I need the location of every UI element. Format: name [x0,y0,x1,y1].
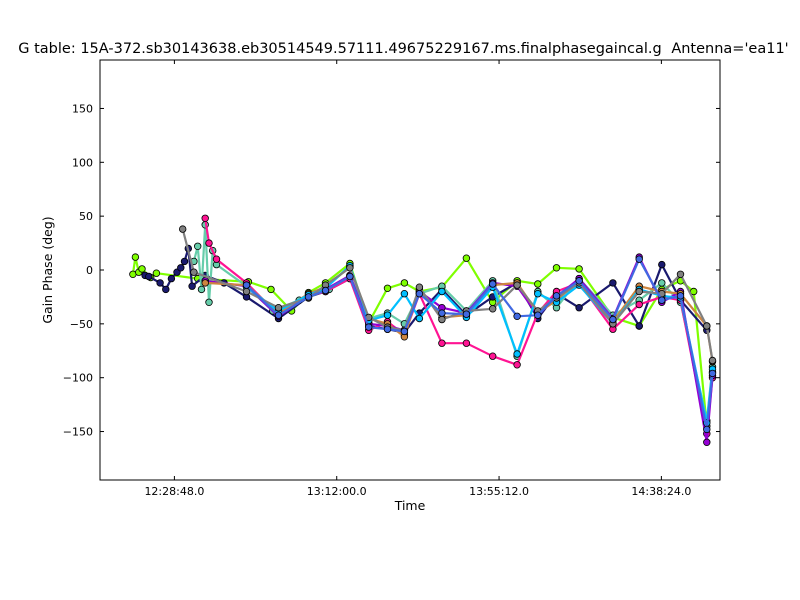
y-tick-label: 150 [72,102,93,115]
data-point [513,312,521,320]
x-axis-label: Time [394,498,426,513]
data-point [131,253,140,261]
data-point [658,279,666,287]
data-point [658,296,666,304]
data-point [635,322,643,330]
data-point [513,350,521,358]
axes: −150 −100 −50 0 50 100 150 12:28:48.0 13:12:00.0… [63,60,720,498]
data-point [676,270,685,278]
data-point [365,323,373,331]
data-point [534,311,542,319]
data-point [534,280,542,288]
data-point [152,269,161,277]
data-point [438,339,446,347]
y-tick-label: 0 [86,264,93,277]
data-point [438,287,446,296]
data-point [552,264,561,272]
series-8 [242,255,717,434]
plot-data [129,214,717,446]
data-point [346,272,354,281]
data-point [383,325,392,333]
data-point [575,304,583,312]
data-point [383,311,392,319]
data-point [575,265,583,273]
x-tick-label: 12:28:48.0 [144,485,204,498]
data-point [242,287,251,296]
series-line [245,258,714,431]
data-point [489,280,497,288]
data-point [489,352,497,360]
data-point [703,425,711,434]
y-axis-label: Gain Phase (deg) [40,216,55,323]
data-point [676,292,685,300]
data-point [274,311,283,319]
data-point [193,242,202,250]
data-point [438,315,446,324]
y-tick-label: 100 [72,156,93,169]
data-point [188,282,196,290]
data-point [635,255,643,263]
data-point [400,327,409,336]
data-point [267,285,275,294]
data-point [658,260,666,269]
data-point [346,264,354,272]
data-point [415,283,424,291]
data-point [703,322,711,330]
data-point [162,285,170,294]
data-point [609,315,617,324]
data-point [462,339,471,347]
data-point [415,290,424,298]
y-tick-label: −50 [70,318,93,331]
x-tick-label: 14:38:24.0 [631,485,691,498]
data-point [534,290,542,298]
data-point [177,264,185,272]
data-point [400,279,409,287]
data-point [513,361,521,369]
data-point [167,274,176,283]
data-point [212,255,221,263]
y-tick-label: 50 [79,210,93,223]
data-point [156,279,164,287]
data-point [180,257,189,266]
data-point [708,369,717,378]
y-tick-label: −100 [63,372,93,385]
data-point [178,225,187,233]
data-point [489,305,497,313]
data-point [708,356,717,365]
data-point [138,265,146,273]
data-point [304,293,313,301]
data-point [242,281,251,289]
data-point [462,310,471,318]
data-point [205,298,213,306]
x-tick-label: 13:12:00.0 [307,485,367,498]
data-point [205,239,213,247]
x-tick-label: 13:55:12.0 [469,485,529,498]
data-point [552,292,561,300]
data-point [383,284,392,292]
data-point [438,309,446,317]
data-point [201,279,209,287]
data-point [190,268,198,276]
data-point [462,254,471,262]
data-point [575,277,583,285]
data-point [609,279,617,287]
chart-title: G table: 15A-372.sb30143638.eb30514549.5… [18,41,661,57]
data-point [400,290,409,298]
data-point [201,214,209,222]
data-point [635,300,643,309]
data-point [145,272,153,281]
data-point [703,438,711,446]
data-point [415,314,424,323]
data-point [321,286,330,295]
data-point [197,285,206,294]
data-point [635,287,643,296]
y-tick-label: −150 [63,426,93,439]
data-point [513,281,521,289]
antenna-label: Antenna='ea11' [671,41,788,57]
data-point [274,304,283,312]
